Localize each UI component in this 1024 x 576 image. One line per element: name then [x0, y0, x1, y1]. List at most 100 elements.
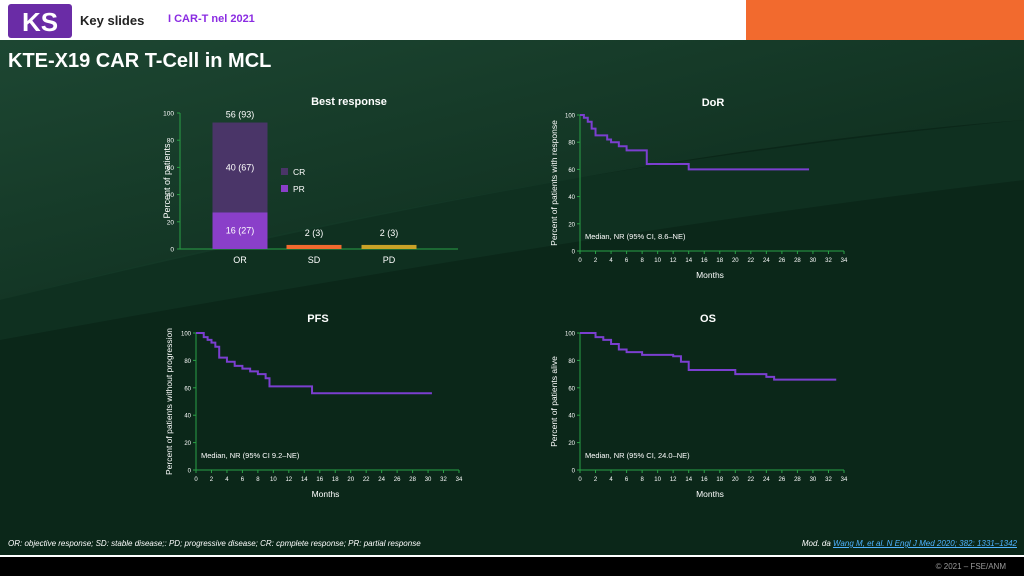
dor-x-tick-label: 6 [625, 258, 629, 264]
os-x-tick-label: 16 [701, 477, 708, 483]
pfs-x-tick-label: 30 [425, 477, 432, 483]
dor-x-tick-label: 18 [716, 258, 723, 264]
os-x-tick-label: 26 [779, 477, 786, 483]
dor-x-tick-label: 14 [685, 258, 692, 264]
os-y-tick-label: 100 [565, 332, 576, 338]
os-x-tick-label: 14 [685, 477, 692, 483]
dor-x-tick-label: 32 [825, 258, 832, 264]
header-bar [0, 0, 746, 40]
os-x-tick-label: 4 [609, 477, 613, 483]
bar-y-tick-label: 60 [167, 165, 175, 172]
os-x-tick-label: 0 [578, 477, 582, 483]
legend-label-pr: PR [293, 184, 305, 194]
copyright: © 2021 – FSE/ANM [935, 562, 1006, 571]
pfs-chart-title: PFS [307, 313, 328, 325]
pfs-x-tick-label: 8 [256, 477, 260, 483]
pfs-x-tick-label: 6 [241, 477, 245, 483]
header-kicker: Key slides [80, 13, 145, 28]
legend-swatch-pr [281, 185, 288, 192]
pfs-xlabel: Months [312, 489, 340, 499]
pfs-y-tick-label: 40 [184, 414, 191, 420]
footer-bar: © 2021 – FSE/ANM [0, 555, 1024, 576]
pfs-x-tick-label: 32 [440, 477, 447, 483]
os-x-tick-label: 10 [654, 477, 661, 483]
ks-logo: KS [8, 4, 72, 38]
legend-swatch-cr [281, 168, 288, 175]
bar-chart-title: Best response [311, 96, 387, 108]
dor-x-tick-label: 28 [794, 258, 801, 264]
os-chart-title: OS [700, 313, 716, 325]
bar-segment-cr [212, 122, 268, 213]
pfs-x-tick-label: 16 [316, 477, 323, 483]
pfs-x-tick-label: 34 [456, 477, 463, 483]
dor-median-annotation: Median, NR (95% CI, 8.6–NE) [585, 232, 686, 241]
bar-chart-ylabel: Percent of patients [162, 143, 172, 219]
header-section: I CAR-T nel 2021 [168, 13, 255, 25]
bar-value-label: 2 (3) [305, 228, 324, 238]
pfs-y-tick-label: 100 [181, 332, 192, 338]
pfs-x-tick-label: 22 [363, 477, 370, 483]
dor-chart-title: DoR [702, 97, 725, 109]
bar-category-label: PD [383, 255, 396, 265]
bar-segment-label: 40 (67) [226, 162, 255, 172]
pfs-y-tick-label: 0 [188, 469, 192, 475]
bar-y-tick-label: 80 [167, 138, 175, 145]
pfs-x-tick-label: 24 [378, 477, 385, 483]
os-median-annotation: Median, NR (95% CI, 24.0–NE) [585, 451, 690, 460]
pfs-ylabel: Percent of patients without progression [164, 328, 174, 475]
os-x-tick-label: 12 [670, 477, 677, 483]
os-x-tick-label: 8 [640, 477, 644, 483]
pfs-x-tick-label: 28 [409, 477, 416, 483]
os-x-tick-label: 20 [732, 477, 739, 483]
bar-y-tick-label: 100 [163, 111, 174, 118]
dor-x-tick-label: 26 [779, 258, 786, 264]
os-xlabel: Months [696, 489, 724, 499]
dor-y-tick-label: 100 [565, 114, 576, 120]
bar-y-tick-label: 20 [167, 219, 175, 226]
bar-category-label: SD [308, 255, 321, 265]
dor-y-tick-label: 0 [572, 250, 576, 256]
os-y-tick-label: 20 [568, 441, 575, 447]
os-ylabel: Percent of patients alive [549, 356, 559, 447]
pfs-x-tick-label: 4 [225, 477, 229, 483]
bar-sd [286, 244, 342, 249]
dor-y-tick-label: 20 [568, 222, 575, 228]
dor-xlabel: Months [696, 270, 724, 280]
dor-x-tick-label: 34 [841, 258, 848, 264]
os-x-tick-label: 18 [716, 477, 723, 483]
os-y-tick-label: 40 [568, 414, 575, 420]
os-y-tick-label: 80 [568, 359, 575, 365]
os-x-tick-label: 2 [594, 477, 598, 483]
dor-x-tick-label: 16 [701, 258, 708, 264]
abbreviations-footnote: OR: objective response; SD: stable disea… [8, 539, 421, 548]
os-x-tick-label: 24 [763, 477, 770, 483]
pfs-x-tick-label: 12 [285, 477, 292, 483]
os-x-tick-label: 34 [841, 477, 848, 483]
bar-pd [361, 244, 417, 249]
dor-x-tick-label: 2 [594, 258, 598, 264]
dor-x-tick-label: 30 [810, 258, 817, 264]
os-x-tick-label: 22 [747, 477, 754, 483]
pfs-x-tick-label: 0 [194, 477, 198, 483]
dor-x-tick-label: 10 [654, 258, 661, 264]
header-accent [746, 0, 1024, 40]
dor-y-tick-label: 40 [568, 195, 575, 201]
dor-x-tick-label: 22 [747, 258, 754, 264]
bar-y-tick-label: 40 [167, 192, 175, 199]
pfs-x-tick-label: 14 [301, 477, 308, 483]
pfs-km-curve [196, 332, 432, 395]
bar-y-tick-label: 0 [170, 247, 174, 254]
pfs-x-tick-label: 20 [347, 477, 354, 483]
os-x-tick-label: 6 [625, 477, 629, 483]
slide-title: KTE-X19 CAR T-Cell in MCL [8, 50, 272, 72]
dor-x-tick-label: 4 [609, 258, 613, 264]
pfs-x-tick-label: 18 [332, 477, 339, 483]
source-link[interactable]: Wang M, et al. N Engl J Med 2020; 382: 1… [833, 539, 1017, 548]
pfs-x-tick-label: 10 [270, 477, 277, 483]
dor-x-tick-label: 24 [763, 258, 770, 264]
os-x-tick-label: 30 [810, 477, 817, 483]
bar-total-label: 56 (93) [226, 110, 255, 120]
svg-text:KS: KS [22, 7, 58, 37]
dor-y-tick-label: 80 [568, 141, 575, 147]
pfs-y-tick-label: 80 [184, 359, 191, 365]
